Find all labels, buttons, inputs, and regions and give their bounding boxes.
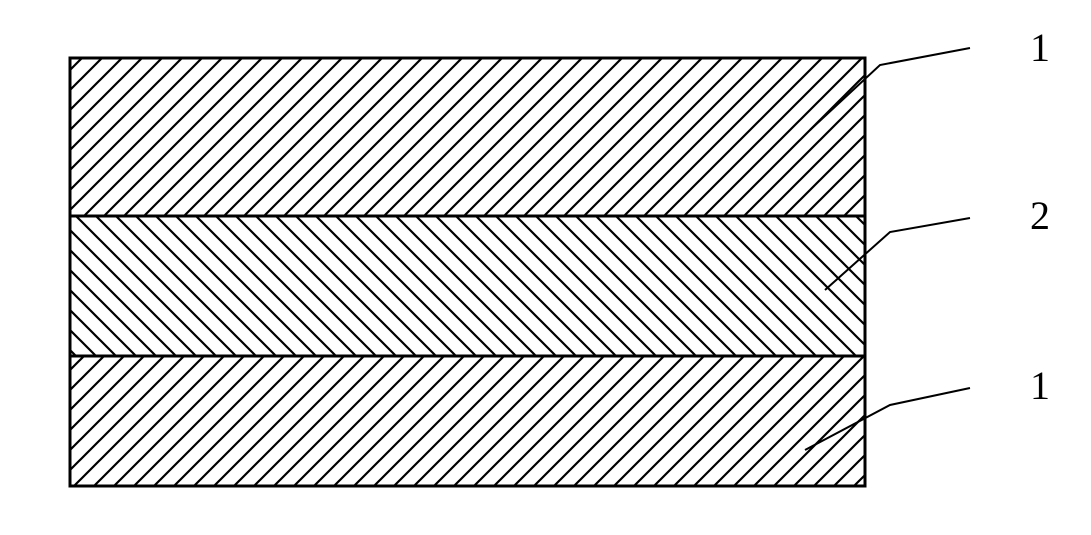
label-bottom: 1 — [1030, 366, 1050, 406]
label-top: 1 — [1030, 28, 1050, 68]
layer-top — [70, 58, 865, 216]
label-middle: 2 — [1030, 196, 1050, 236]
layer-middle — [70, 216, 865, 356]
diagram-canvas: 1 2 1 — [0, 0, 1091, 535]
layer-bottom — [70, 356, 865, 486]
cross-section-svg — [0, 0, 1091, 535]
